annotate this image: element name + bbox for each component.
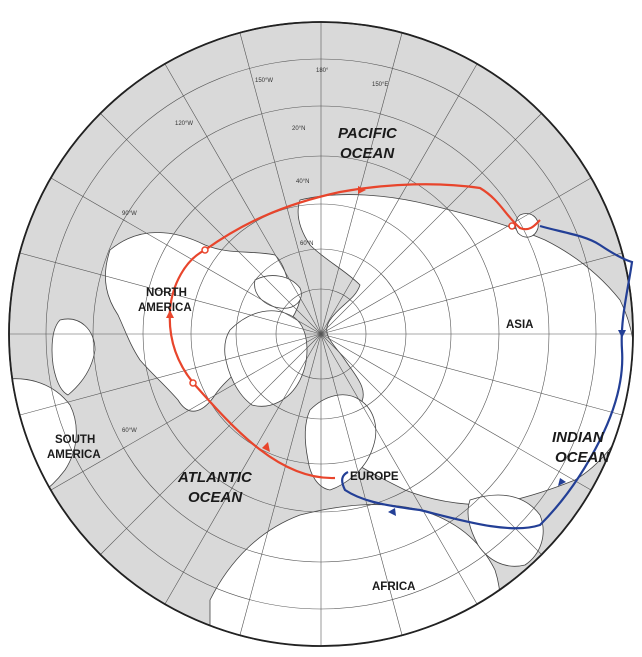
land-europe [304, 394, 377, 491]
route-red-stop-2 [189, 379, 197, 387]
label-atlantic-1: ATLANTIC [177, 469, 253, 486]
route-red-arrow-bottom [262, 442, 270, 452]
deg-upper-left: 150°W [255, 78, 273, 84]
route-blue-arrow-right [618, 330, 626, 338]
label-asia: ASIA [506, 319, 533, 331]
label-north-america-1: NORTH [146, 287, 187, 299]
label-pacific-1: PACIFIC [338, 125, 398, 142]
label-atlantic-2: OCEAN [188, 489, 243, 506]
deg-left-lower: 90°W [122, 211, 137, 217]
degree-labels: 180° 150°W 150°E 120°W 90°W 60°N 40°N 20… [122, 68, 388, 434]
route-red [168, 183, 541, 480]
deg-lat-20: 20°N [292, 126, 305, 132]
deg-left-upper: 120°W [175, 121, 193, 127]
region-labels: PACIFIC OCEAN NORTH AMERICA ASIA SOUTH A… [47, 125, 610, 593]
route-blue-arrow-lower [558, 478, 566, 486]
route-blue-arrow-bottom [388, 508, 396, 516]
deg-lower-left: 60°W [122, 428, 137, 434]
deg-lat-40: 40°N [296, 179, 309, 185]
label-south-america-2: AMERICA [47, 449, 101, 461]
deg-upper-right: 150°E [372, 82, 388, 88]
globe-border [8, 21, 634, 647]
route-red-stop-3 [508, 222, 516, 230]
graticule-parallels [45, 58, 597, 610]
route-red-arrow-left [166, 310, 174, 318]
graticule-meridians [9, 22, 633, 646]
label-indian-1: INDIAN [552, 429, 605, 446]
label-pacific-2: OCEAN [340, 145, 395, 162]
label-africa: AFRICA [372, 581, 415, 593]
route-red-stop-1 [201, 246, 209, 254]
deg-lat-60: 60°N [300, 241, 313, 247]
label-europe: EUROPE [350, 471, 399, 483]
label-indian-2: OCEAN [555, 449, 610, 466]
label-north-america-2: AMERICA [138, 302, 192, 314]
deg-top: 180° [316, 68, 329, 74]
route-blue [341, 224, 634, 530]
label-south-america-1: SOUTH [55, 434, 95, 446]
land-arabia [467, 494, 544, 567]
route-red-arrow-top [358, 186, 366, 194]
